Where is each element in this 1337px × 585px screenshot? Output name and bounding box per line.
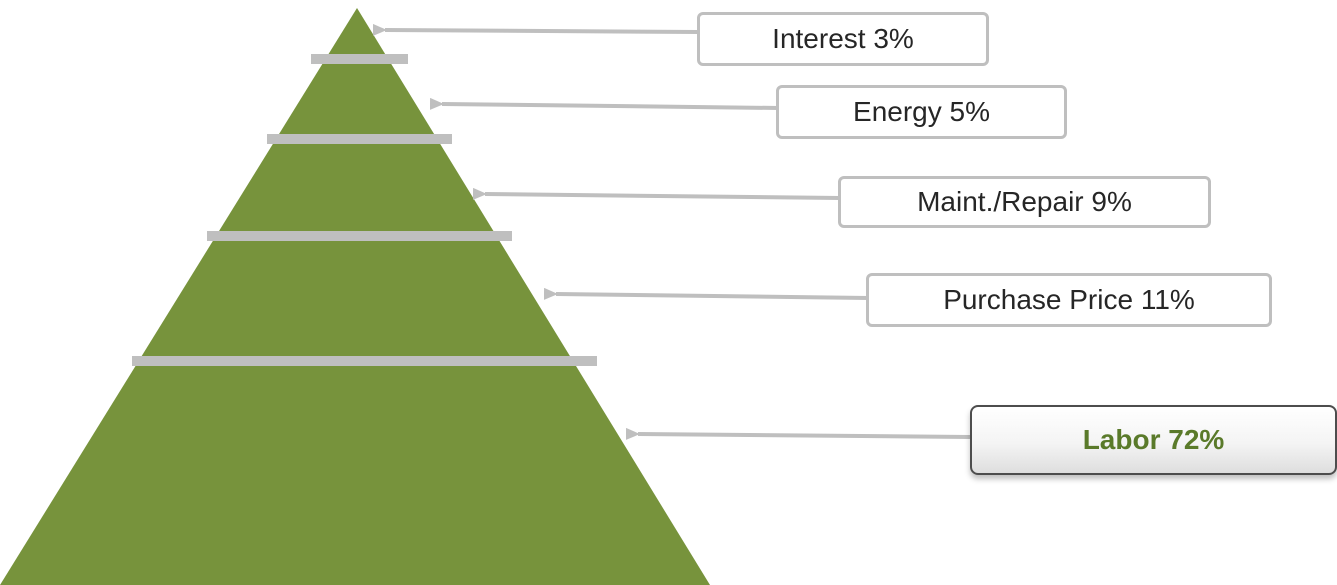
arrow-energy — [429, 97, 779, 110]
tier-divider-3 — [207, 231, 512, 241]
label-maint-repair: Maint./Repair 9% — [838, 176, 1211, 228]
label-energy: Energy 5% — [776, 85, 1067, 139]
tier-dividers — [132, 54, 597, 366]
tier-divider-2 — [267, 134, 452, 144]
arrow-interest — [372, 23, 699, 36]
arrow-labor — [625, 427, 971, 440]
arrow-maint-repair — [472, 187, 841, 200]
pointer-arrows — [372, 23, 971, 440]
tier-divider-1 — [311, 54, 408, 64]
arrow-purchase-price — [543, 287, 869, 300]
label-interest: Interest 3% — [697, 12, 989, 66]
label-purchase-price: Purchase Price 11% — [866, 273, 1272, 327]
pyramid — [0, 8, 710, 585]
tier-divider-4 — [132, 356, 597, 366]
label-labor: Labor 72% — [970, 405, 1337, 475]
